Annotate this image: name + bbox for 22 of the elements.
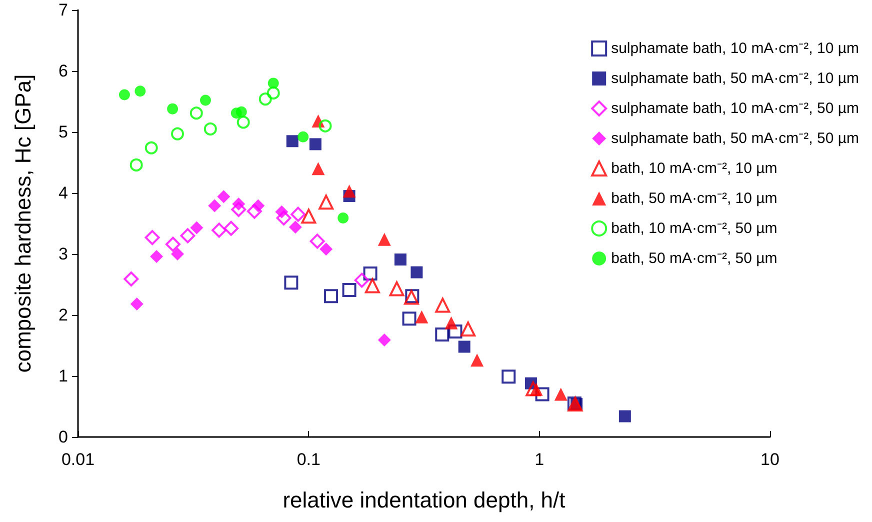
y-tick-label: 4 bbox=[58, 184, 68, 202]
y-tick-label: 0 bbox=[58, 428, 68, 446]
legend-label: sulphamate bath, 10 mA·cm⁻², 50 µm bbox=[611, 100, 860, 117]
x-tick-label: 0.1 bbox=[296, 450, 320, 469]
y-tick-label: 7 bbox=[58, 0, 68, 20]
legend-label: sulphamate bath, 10 mA·cm⁻², 10 µm bbox=[611, 40, 860, 57]
legend-label: bath, 10 mA·cm⁻², 50 µm bbox=[611, 220, 778, 237]
legend-label: bath, 50 mA·cm⁻², 50 µm bbox=[611, 250, 778, 267]
y-tick-label: 5 bbox=[58, 122, 68, 142]
x-axis-title: relative indentation depth, h/t bbox=[282, 488, 566, 512]
y-tick-label: 1 bbox=[58, 366, 68, 386]
legend-label: sulphamate bath, 50 mA·cm⁻², 50 µm bbox=[611, 130, 860, 147]
legend-label: sulphamate bath, 50 mA·cm⁻², 10 µm bbox=[611, 70, 860, 87]
y-tick-label: 3 bbox=[58, 244, 68, 264]
y-tick-label: 2 bbox=[58, 306, 68, 324]
y-tick-label: 6 bbox=[58, 62, 68, 80]
legend-label: bath, 50 mA·cm⁻², 10 µm bbox=[611, 190, 778, 207]
y-axis-title: composite hardness, Hc [GPa] bbox=[10, 74, 36, 373]
x-tick-label: 10 bbox=[760, 450, 780, 469]
x-tick-label: 0.01 bbox=[61, 450, 95, 469]
x-tick-label: 1 bbox=[534, 450, 544, 469]
legend-label: bath, 10 mA·cm⁻², 10 µm bbox=[611, 160, 778, 177]
